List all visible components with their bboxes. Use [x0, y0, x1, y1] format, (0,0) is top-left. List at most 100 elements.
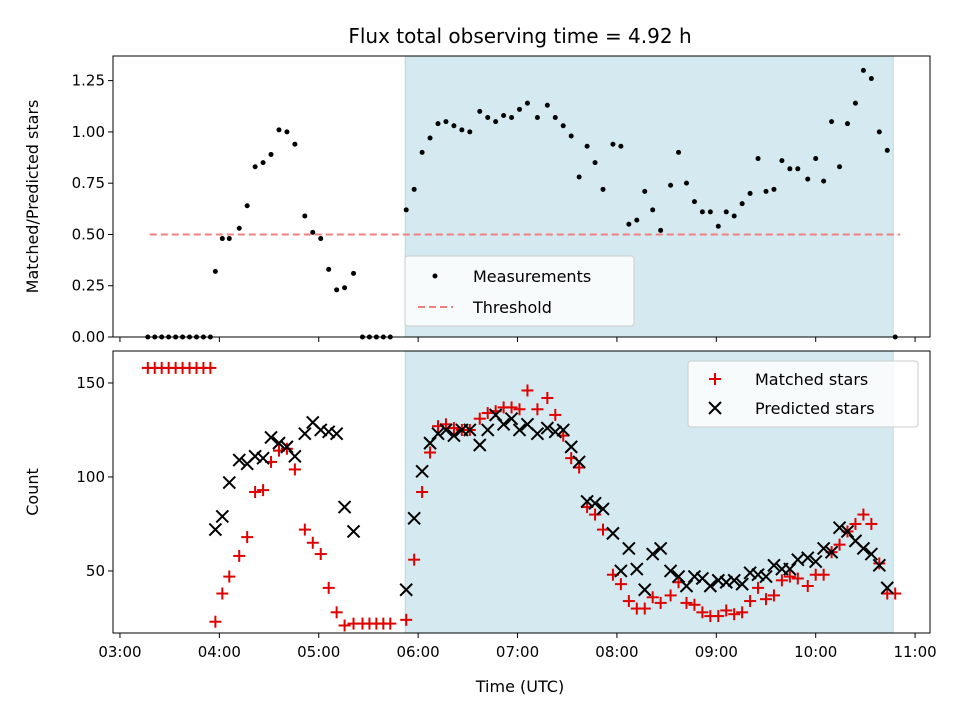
matched-star-point [223, 570, 236, 583]
matched-star-point [865, 517, 878, 530]
predicted-star-point [564, 440, 578, 454]
measurement-point [284, 129, 290, 135]
matched-star-point [505, 401, 518, 414]
predicted-star-point [638, 583, 652, 597]
measurement-point [683, 180, 689, 186]
matched-star-point [439, 418, 452, 431]
matched-star-point [783, 570, 796, 583]
measurement-point [845, 121, 851, 127]
matched-star-point [589, 508, 602, 521]
matched-star-point [322, 581, 335, 594]
predicted-star-point [488, 408, 503, 422]
measurement-point [485, 115, 491, 121]
ratio-panel: 0.00 0.25 0.50 0.75 1.00 1.25 Matched/Predict… [23, 55, 931, 346]
measurement-point [477, 108, 483, 114]
y-tick-label: 0.75 [72, 174, 105, 192]
measurement-point [715, 223, 721, 229]
measurement-point [334, 287, 340, 293]
x-tick-label: 09:00 [695, 643, 738, 661]
measurement-point [634, 217, 640, 223]
measurement-point [292, 141, 298, 147]
matched-star-point [330, 606, 343, 619]
x-tick-label: 10:00 [794, 643, 837, 661]
matched-star-point [209, 615, 222, 628]
matched-star-point [889, 587, 902, 600]
measurement-point [763, 188, 769, 194]
measurement-point [779, 158, 785, 164]
measurement-point [691, 199, 697, 205]
predicted-star-point [663, 564, 678, 578]
matched-star-point [873, 557, 886, 570]
measurement-point [707, 209, 713, 215]
matched-star-point [481, 407, 494, 420]
predicted-star-point [264, 430, 278, 445]
measurement-point [268, 151, 274, 157]
matched-star-point [680, 596, 693, 609]
predicted-star-point [222, 475, 236, 490]
counts-legend: Matched stars Predicted stars [687, 360, 919, 428]
predicted-star-point [880, 581, 894, 595]
matched-star-point [204, 361, 217, 374]
predicted-star-point [703, 579, 718, 593]
matched-star-point [424, 446, 437, 459]
measurement-point [821, 178, 827, 184]
predicted-star-point [407, 511, 421, 526]
measurement-point [626, 221, 632, 227]
matched-star-point [531, 403, 544, 416]
predicted-star-point [864, 547, 879, 561]
x-tick-label: 04:00 [198, 643, 241, 661]
ratio-x-ticks [119, 337, 916, 342]
matched-star-point [473, 412, 486, 425]
measurement-point [342, 285, 348, 291]
predicted-star-point [645, 547, 660, 561]
predicted-star-point [415, 464, 429, 479]
matched-star-point [298, 523, 311, 536]
predicted-star-point [824, 545, 839, 559]
measurement-point [509, 115, 515, 121]
x-tick-label: 05:00 [297, 643, 340, 661]
predicted-star-point [473, 438, 487, 452]
ratio-legend: Measurements Threshold [404, 255, 635, 327]
measurement-point [524, 100, 530, 106]
predicted-star-point [711, 573, 726, 588]
legend-matched-label: Matched stars [755, 370, 868, 389]
measurement-point [493, 119, 499, 125]
matched-star-point [728, 608, 741, 621]
measurement-point [568, 133, 574, 139]
matched-star-point [696, 606, 709, 619]
legend-predicted-label: Predicted stars [755, 399, 875, 418]
predicted-star-point [480, 423, 495, 437]
matched-star-point [241, 531, 254, 544]
predicted-star-point [832, 521, 847, 535]
matched-star-point [654, 596, 667, 609]
measurement-point [560, 123, 566, 129]
predicted-star-point [614, 564, 628, 578]
measurement-point [534, 115, 540, 121]
matched-star-point [597, 523, 610, 536]
measurement-point [219, 236, 225, 242]
matched-star-point [257, 484, 270, 497]
matched-star-point [216, 587, 229, 600]
measurement-point [427, 135, 433, 141]
predicted-star-point [687, 569, 702, 584]
predicted-star-point [606, 526, 620, 541]
measurement-point [813, 156, 819, 162]
measurement-point [451, 123, 457, 129]
measurement-point [318, 236, 324, 242]
predicted-star-point [215, 509, 230, 524]
matched-star-point [646, 591, 659, 604]
predicted-star-point [556, 423, 570, 437]
matched-star-point [664, 589, 677, 602]
predicted-star-point [540, 421, 555, 435]
matched-star-point [573, 461, 586, 474]
predicted-star-point [321, 425, 336, 439]
measurement-point [226, 236, 232, 242]
matched-star-point [817, 568, 830, 581]
measurement-point [236, 225, 242, 231]
y-tick-label: 0.25 [72, 277, 105, 295]
matched-star-point [416, 486, 429, 498]
predicted-star-point [572, 455, 586, 469]
x-tick-label: 07:00 [496, 643, 539, 661]
measurement-point [739, 201, 745, 207]
predicted-star-point [596, 502, 610, 516]
